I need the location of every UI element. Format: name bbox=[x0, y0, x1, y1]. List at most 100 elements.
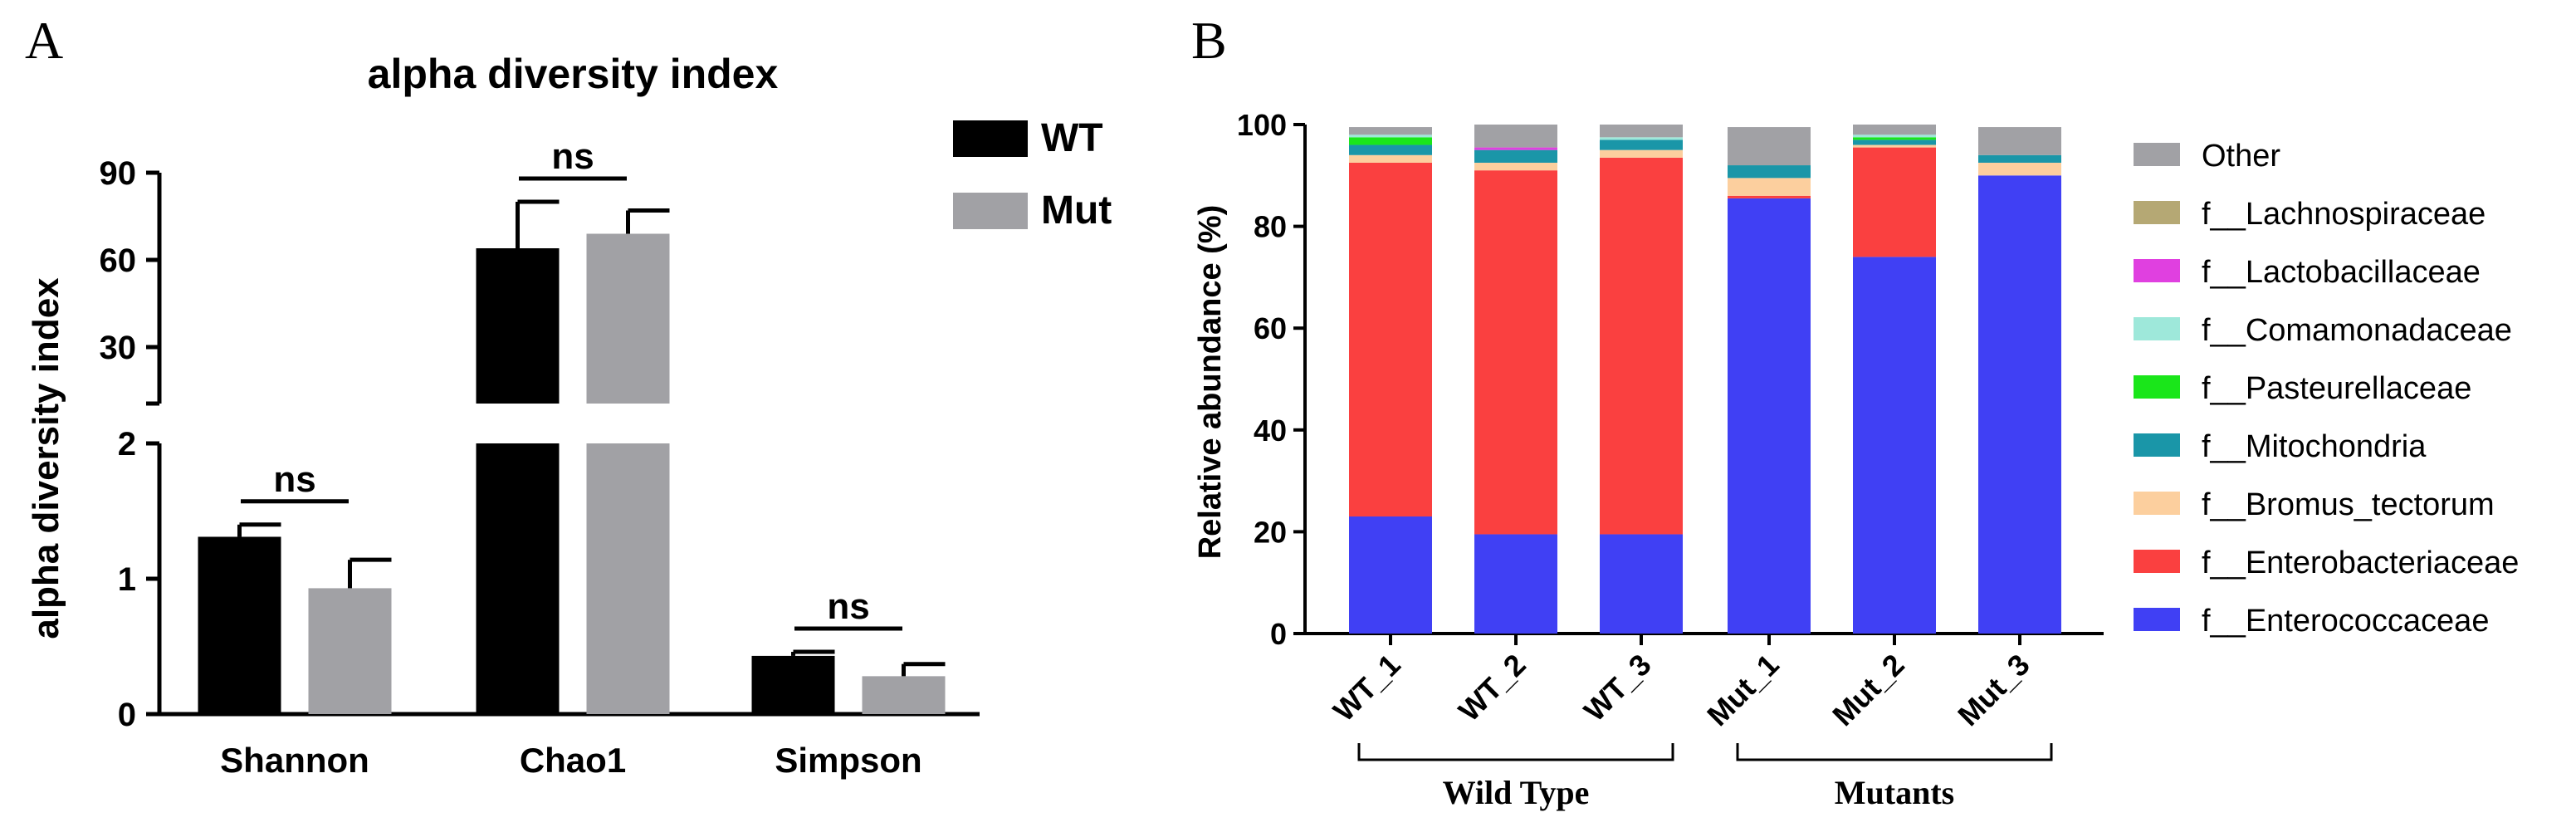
segment-wt-1-f-bromus-tectorum bbox=[1349, 154, 1432, 163]
bar-shannon-mut bbox=[308, 588, 392, 714]
segment-wt-3-f-enterococcaceae bbox=[1600, 534, 1683, 634]
b-x-tick-label-wt-2: WT_2 bbox=[1452, 648, 1532, 728]
segment-wt-3-f-mitochondria bbox=[1600, 139, 1683, 150]
legend-swatch-f-enterococcaceae bbox=[2134, 608, 2180, 631]
segment-mut-2-f-pasteurellaceae bbox=[1853, 137, 1936, 140]
segment-mut-2-f-mitochondria bbox=[1853, 139, 1936, 145]
segment-wt-2-f-bromus-tectorum bbox=[1474, 162, 1557, 171]
b-x-tick-label-mut-2: Mut_2 bbox=[1826, 648, 1911, 733]
legend-label-f-pasteurellaceae: f__Pasteurellaceae bbox=[2202, 371, 2471, 406]
b-y-tick-label-60: 60 bbox=[1254, 311, 1287, 345]
y-tick-label-1: 1 bbox=[118, 561, 136, 598]
legend-label-mut: Mut bbox=[1041, 188, 1112, 232]
segment-mut-1-f-bromus-tectorum bbox=[1728, 178, 1811, 196]
significance-label-simpson: ns bbox=[827, 586, 869, 627]
b-y-tick-label-0: 0 bbox=[1270, 617, 1287, 651]
segment-wt-3-f-comamonadaceae bbox=[1600, 137, 1683, 140]
legend-label-other: Other bbox=[2202, 139, 2280, 174]
group-label-wild-type: Wild Type bbox=[1443, 774, 1590, 811]
bar-chao1-mut-lower bbox=[586, 443, 670, 714]
legend-swatch-f-bromus-tectorum bbox=[2134, 492, 2180, 515]
segment-wt-2-f-lactobacillaceae bbox=[1474, 147, 1557, 150]
bracket-mutants bbox=[1736, 743, 2053, 761]
legend-label-f-enterococcaceae: f__Enterococcaceae bbox=[2202, 604, 2489, 639]
segment-mut-3-other bbox=[1978, 127, 2061, 155]
b-x-tick-label-wt-1: WT_1 bbox=[1327, 648, 1407, 728]
x-tick-label-shannon: Shannon bbox=[220, 741, 369, 780]
segment-mut-3-f-bromus-tectorum bbox=[1978, 162, 2061, 176]
x-tick-label-chao1: Chao1 bbox=[520, 741, 626, 780]
panel-a: A alpha diversity index alpha diversity … bbox=[25, 11, 1112, 780]
panel-a-marks: ns ns ns bbox=[198, 136, 946, 714]
segment-wt-2-f-enterococcaceae bbox=[1474, 534, 1557, 634]
segment-wt-1-other bbox=[1349, 127, 1432, 135]
panel-a-title: alpha diversity index bbox=[368, 51, 779, 97]
segment-mut-2-f-enterococcaceae bbox=[1853, 257, 1936, 634]
bar-chao1-wt-upper bbox=[476, 248, 560, 404]
legend-label-f-bromus-tectorum: f__Bromus_tectorum bbox=[2202, 487, 2495, 522]
bar-simpson-wt bbox=[751, 655, 835, 714]
segment-wt-1-f-enterobacteriaceae bbox=[1349, 162, 1432, 517]
b-y-tick-label-40: 40 bbox=[1254, 414, 1287, 448]
panel-b-label: B bbox=[1191, 11, 1227, 70]
b-x-tick-label-mut-3: Mut_3 bbox=[1951, 648, 2036, 733]
segment-mut-2-f-enterobacteriaceae bbox=[1853, 147, 1936, 257]
segment-mut-2-f-comamonadaceae bbox=[1853, 135, 1936, 138]
legend-label-f-lachnospiraceae: f__Lachnospiraceae bbox=[2202, 197, 2486, 232]
segment-mut-2-f-bromus-tectorum bbox=[1853, 144, 1936, 148]
b-x-tick-label-wt-3: WT_3 bbox=[1577, 648, 1658, 728]
b-y-ticks: 0 20 40 60 80 100 bbox=[1237, 108, 1305, 651]
panel-a-y-axis-label: alpha diversity index bbox=[26, 277, 66, 639]
b-y-tick-label-80: 80 bbox=[1254, 210, 1287, 244]
segment-mut-3-f-enterococcaceae bbox=[1978, 175, 2061, 634]
segment-mut-3-f-mitochondria bbox=[1978, 154, 2061, 163]
y-tick-label-0: 0 bbox=[118, 697, 136, 733]
significance-label-chao1: ns bbox=[551, 136, 594, 177]
legend-label-f-lactobacillaceae: f__Lactobacillaceae bbox=[2202, 255, 2481, 290]
bar-chao1-wt-lower bbox=[476, 443, 560, 714]
bracket-wild-type bbox=[1357, 743, 1674, 761]
legend-swatch-f-mitochondria bbox=[2134, 433, 2180, 457]
legend-swatch-other bbox=[2134, 143, 2180, 166]
significance-label-shannon: ns bbox=[273, 459, 315, 500]
segment-wt-1-f-enterococcaceae bbox=[1349, 516, 1432, 634]
panel-b: B Relative abundance (%) 0 20 40 60 80 100 WT… bbox=[1191, 11, 2519, 811]
panel-b-y-axis-label: Relative abundance (%) bbox=[1193, 205, 1228, 560]
segment-mut-1-f-mitochondria bbox=[1728, 165, 1811, 179]
panel-b-legend: Other f__Lachnospiraceae f__Lactobacillace… bbox=[2134, 139, 2519, 639]
legend-swatch-f-lachnospiraceae bbox=[2134, 201, 2180, 224]
segment-wt-3-f-enterobacteriaceae bbox=[1600, 157, 1683, 535]
segment-wt-1-f-mitochondria bbox=[1349, 144, 1432, 155]
legend-label-f-enterobacteriaceae: f__Enterobacteriaceae bbox=[2202, 546, 2519, 580]
b-y-tick-label-20: 20 bbox=[1254, 515, 1287, 549]
panel-b-marks: WT_1 WT_2 WT_3 Mut_1 Mut_2 Mut_3 bbox=[1327, 125, 2061, 732]
segment-wt-2-f-enterobacteriaceae bbox=[1474, 170, 1557, 535]
legend-swatch-mut bbox=[953, 193, 1028, 229]
segment-wt-1-f-comamonadaceae bbox=[1349, 135, 1432, 138]
segment-wt-3-f-bromus-tectorum bbox=[1600, 149, 1683, 158]
legend-label-f-mitochondria: f__Mitochondria bbox=[2202, 429, 2427, 464]
legend-swatch-f-enterobacteriaceae bbox=[2134, 550, 2180, 573]
b-y-tick-label-100: 100 bbox=[1237, 108, 1287, 142]
x-tick-label-simpson: Simpson bbox=[775, 741, 921, 780]
segment-mut-1-f-enterococcaceae bbox=[1728, 198, 1811, 634]
segment-wt-2-f-mitochondria bbox=[1474, 149, 1557, 163]
legend-label-f-comamonadaceae: f__Comamonadaceae bbox=[2202, 313, 2512, 348]
legend-swatch-f-comamonadaceae bbox=[2134, 317, 2180, 340]
y-tick-label-90: 90 bbox=[100, 155, 137, 192]
segment-wt-3-other bbox=[1600, 125, 1683, 138]
y-tick-label-60: 60 bbox=[100, 242, 137, 279]
panel-a-label: A bbox=[25, 11, 63, 70]
y-tick-label-2: 2 bbox=[118, 426, 136, 462]
legend-swatch-f-lactobacillaceae bbox=[2134, 259, 2180, 282]
legend-swatch-wt bbox=[953, 120, 1028, 157]
segment-mut-2-other bbox=[1853, 125, 1936, 135]
b-x-tick-label-mut-1: Mut_1 bbox=[1700, 648, 1786, 733]
legend-label-wt: WT bbox=[1041, 116, 1103, 160]
segment-wt-2-other bbox=[1474, 125, 1557, 148]
y-tick-label-30: 30 bbox=[100, 330, 137, 366]
segment-mut-1-f-enterobacteriaceae bbox=[1728, 195, 1811, 198]
bar-simpson-mut bbox=[862, 676, 946, 714]
segment-wt-1-f-pasteurellaceae bbox=[1349, 137, 1432, 145]
